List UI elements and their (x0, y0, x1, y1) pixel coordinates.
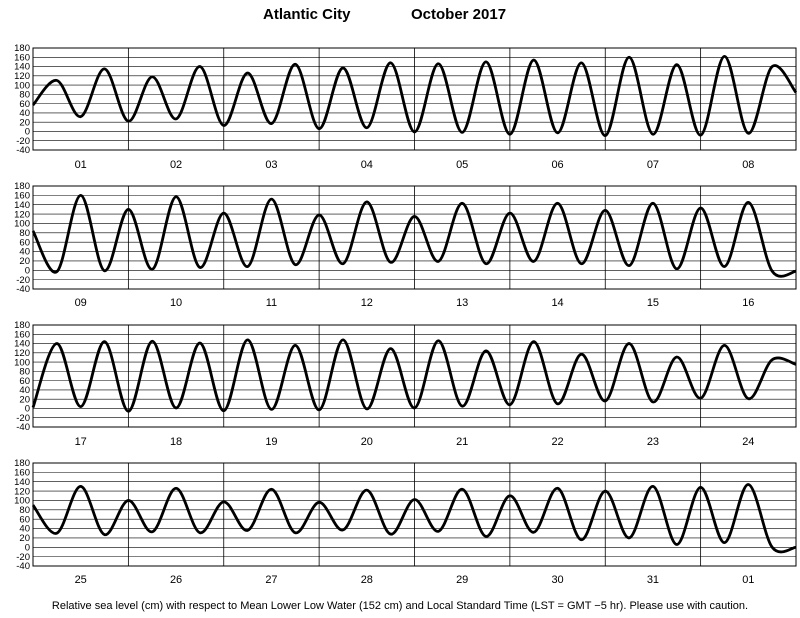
panel-frame (32, 324, 797, 428)
y-tick-label: 160 (14, 329, 30, 340)
y-tick-label: -40 (16, 422, 30, 433)
day-label: 30 (551, 574, 563, 586)
y-tick-label: 40 (19, 524, 30, 535)
day-label: 19 (265, 436, 277, 448)
day-label: 22 (551, 436, 563, 448)
y-tick-label: -40 (16, 145, 30, 156)
day-label: 09 (75, 297, 87, 309)
day-label: 14 (551, 297, 563, 309)
day-label: 08 (742, 159, 754, 171)
y-tick-label: 0 (25, 542, 30, 553)
y-tick-label: 20 (19, 533, 30, 544)
day-label: 12 (361, 297, 373, 309)
y-tick-label: 140 (14, 62, 30, 73)
y-tick-label: 140 (14, 477, 30, 488)
y-tick-label: 60 (19, 237, 30, 248)
day-label: 04 (361, 159, 373, 171)
day-label: 31 (647, 574, 659, 586)
day-label: 10 (170, 297, 182, 309)
y-tick-label: 80 (19, 367, 30, 378)
day-label: 07 (647, 159, 659, 171)
panel-frame (32, 185, 797, 290)
y-tick-label: 40 (19, 247, 30, 258)
day-label: 26 (170, 574, 182, 586)
y-tick-label: 140 (14, 200, 30, 211)
y-tick-label: 120 (14, 348, 30, 359)
y-tick-label: 120 (14, 209, 30, 220)
day-label: 17 (75, 436, 87, 448)
day-label: 21 (456, 436, 468, 448)
y-tick-label: 180 (14, 43, 30, 54)
y-tick-label: 40 (19, 108, 30, 119)
day-label: 06 (551, 159, 563, 171)
tide-series-line (31, 193, 797, 278)
day-label: 29 (456, 574, 468, 586)
y-tick-label: 0 (25, 265, 30, 276)
y-tick-label: 160 (14, 191, 30, 202)
y-tick-label: -20 (16, 136, 30, 147)
chart-title-month: October 2017 (411, 6, 507, 23)
day-label: 01 (75, 159, 87, 171)
y-tick-label: -20 (16, 552, 30, 563)
y-tick-label: 40 (19, 385, 30, 396)
tide-series-line (31, 54, 798, 138)
day-label: 03 (265, 159, 277, 171)
y-tick-label: 100 (14, 357, 30, 368)
day-label: 24 (742, 436, 754, 448)
day-label: 25 (75, 574, 87, 586)
y-tick-label: -20 (16, 413, 30, 424)
y-tick-label: 180 (14, 458, 30, 469)
y-tick-label: 180 (14, 320, 30, 331)
y-tick-label: 60 (19, 99, 30, 110)
y-tick-label: 160 (14, 52, 30, 63)
y-tick-label: 100 (14, 219, 30, 230)
y-tick-label: -20 (16, 275, 30, 286)
y-tick-label: 80 (19, 505, 30, 516)
y-tick-label: 120 (14, 71, 30, 82)
y-tick-label: 20 (19, 394, 30, 405)
footer-note: Relative sea level (cm) with respect to … (51, 600, 749, 612)
day-label: 11 (266, 297, 277, 309)
day-label: 18 (170, 436, 182, 448)
day-label: 27 (265, 574, 277, 586)
y-tick-label: 140 (14, 339, 30, 350)
y-tick-label: 100 (14, 80, 30, 91)
y-tick-label: 80 (19, 228, 30, 239)
y-tick-label: 60 (19, 514, 30, 525)
y-tick-label: 60 (19, 376, 30, 387)
day-label: 16 (742, 297, 754, 309)
y-tick-label: -40 (16, 284, 30, 295)
day-label: 01 (742, 574, 754, 586)
y-tick-label: 120 (14, 486, 30, 497)
y-tick-label: 0 (25, 404, 30, 415)
panel-frame (32, 47, 797, 151)
y-tick-label: -40 (16, 561, 30, 572)
day-label: 13 (456, 297, 468, 309)
y-tick-label: 100 (14, 496, 30, 507)
day-label: 02 (170, 159, 182, 171)
day-label: 15 (647, 297, 659, 309)
tide-series-line (31, 483, 797, 554)
day-label: 20 (361, 436, 373, 448)
day-label: 05 (456, 159, 468, 171)
y-tick-label: 80 (19, 90, 30, 101)
y-tick-label: 20 (19, 256, 30, 267)
y-tick-label: 20 (19, 117, 30, 128)
day-label: 28 (361, 574, 373, 586)
day-label: 23 (647, 436, 659, 448)
y-tick-label: 180 (14, 181, 30, 192)
chart-title-location: Atlantic City (263, 6, 351, 23)
tide-series-line (31, 338, 797, 413)
y-tick-label: 0 (25, 127, 30, 138)
panel-frame (32, 462, 797, 567)
y-tick-label: 160 (14, 468, 30, 479)
